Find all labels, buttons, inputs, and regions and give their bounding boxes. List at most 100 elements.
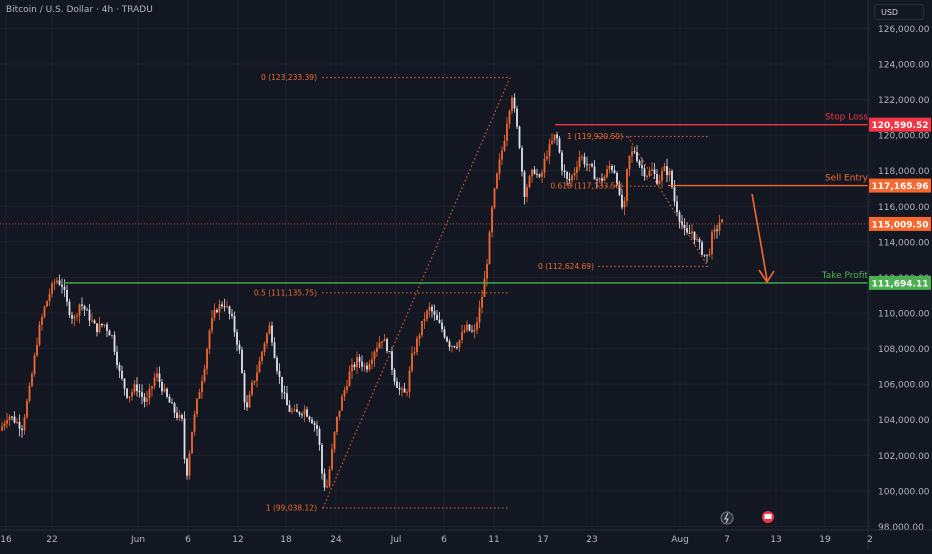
candle-body	[643, 168, 646, 177]
candle-body	[506, 123, 508, 141]
time-tick-label: 11	[488, 535, 499, 545]
fib-small-trendline[interactable]	[627, 136, 709, 267]
candle-body	[341, 396, 343, 411]
candle-body	[373, 351, 376, 360]
candle-body	[586, 164, 588, 166]
candle-body	[561, 152, 563, 171]
time-axis[interactable]: 16 22 Jun 6 12 18 24 Jul 6 11 17 23 Aug 7 13 19 2	[0, 529, 932, 545]
candle-body	[581, 156, 583, 158]
candle-body	[401, 388, 403, 390]
chart-drawings[interactable]: Stop Loss Sell Entry Take Profit 0 (123,233…	[0, 73, 869, 525]
take-profit-label: Take Profit	[821, 271, 869, 281]
candle-body	[531, 169, 533, 177]
price-axis[interactable]: 126,000.00 124,000.00 122,000.00 120,000.00…	[867, 0, 931, 550]
candle-body	[471, 330, 473, 332]
sell-entry-price-value: 117,165.96	[872, 182, 929, 192]
candle-body	[348, 371, 351, 387]
candle-body	[391, 351, 393, 370]
currency-selector-button[interactable]: USD	[874, 4, 924, 20]
current-price-value: 115,009.50	[872, 220, 929, 230]
candle-body	[278, 370, 281, 377]
candle-body	[718, 222, 721, 231]
candle-body	[276, 357, 278, 371]
time-tick-label: 12	[232, 535, 243, 545]
candle-body	[93, 320, 96, 324]
candle-body	[131, 391, 133, 397]
candle-body	[73, 316, 76, 319]
candle-body	[153, 377, 156, 387]
candle-body	[246, 402, 248, 408]
candle-body	[96, 323, 98, 333]
candle-body	[593, 166, 596, 180]
fib-big-label-05: 0.5 (111,135.75)	[254, 288, 317, 297]
time-tick-label: 16	[0, 535, 12, 545]
candle-body	[633, 151, 636, 153]
candle-body	[356, 357, 358, 368]
candle-body	[71, 315, 73, 319]
candle-body	[491, 207, 493, 233]
candle-body	[266, 333, 268, 344]
lightning-icon[interactable]	[720, 511, 734, 525]
price-tick-label: 98,000.00	[878, 523, 924, 533]
candle-body	[336, 416, 338, 432]
calendar-event-glyph	[764, 514, 772, 519]
candle-body	[108, 330, 111, 336]
candle-body	[653, 169, 656, 175]
projection-arrow[interactable]	[751, 193, 768, 281]
symbol-title: Bitcoin / U.S. Dollar · 4h · TRADU	[6, 5, 153, 15]
candle-body	[206, 349, 208, 369]
price-tick-label: 108,000.00	[878, 345, 930, 355]
candle-body	[53, 282, 56, 284]
candle-body	[36, 344, 38, 356]
time-tick-label: 24	[330, 535, 342, 545]
candle-body	[408, 370, 411, 392]
candle-body	[511, 97, 513, 111]
candle-body	[151, 386, 153, 389]
candle-body	[703, 254, 706, 256]
candle-body	[21, 428, 23, 431]
candle-body	[636, 152, 638, 161]
candle-body	[606, 169, 608, 177]
candle-body	[678, 212, 681, 222]
candle-body	[236, 332, 238, 345]
candle-body	[458, 340, 461, 348]
price-tick-label: 124,000.00	[878, 61, 930, 71]
candle-body	[358, 357, 361, 362]
candle-body	[226, 306, 228, 308]
candle-body	[11, 416, 13, 418]
candle-body	[1, 426, 3, 431]
candle-body	[368, 364, 371, 370]
time-tick-label: Jun	[130, 535, 145, 545]
candle-body	[171, 402, 173, 404]
time-tick-label: 23	[586, 535, 597, 545]
candle-body	[446, 337, 448, 342]
candle-body	[86, 309, 88, 311]
candle-body	[671, 170, 673, 188]
candle-body	[173, 403, 176, 413]
candle-body	[48, 293, 51, 302]
candle-body	[711, 232, 713, 254]
price-tick-label: 114,000.00	[878, 238, 930, 248]
candle-body	[626, 169, 628, 201]
candle-body	[213, 309, 216, 318]
candle-body	[346, 386, 348, 391]
candle-body	[243, 373, 246, 403]
sell-entry-label: Sell Entry	[825, 174, 869, 184]
time-tick-label: Aug	[671, 535, 689, 545]
candle-body	[701, 242, 703, 255]
candle-body	[61, 284, 63, 287]
candle-body	[146, 398, 148, 402]
candle-body	[366, 365, 368, 370]
candle-body	[486, 264, 488, 279]
candle-body	[83, 305, 86, 310]
candle-body	[686, 228, 688, 233]
candle-body	[261, 351, 263, 361]
candle-body	[553, 134, 556, 141]
candle-body	[156, 373, 158, 378]
candle-body	[241, 349, 243, 374]
candle-body	[218, 304, 221, 313]
candle-body	[353, 364, 356, 368]
candle-body	[128, 396, 131, 398]
